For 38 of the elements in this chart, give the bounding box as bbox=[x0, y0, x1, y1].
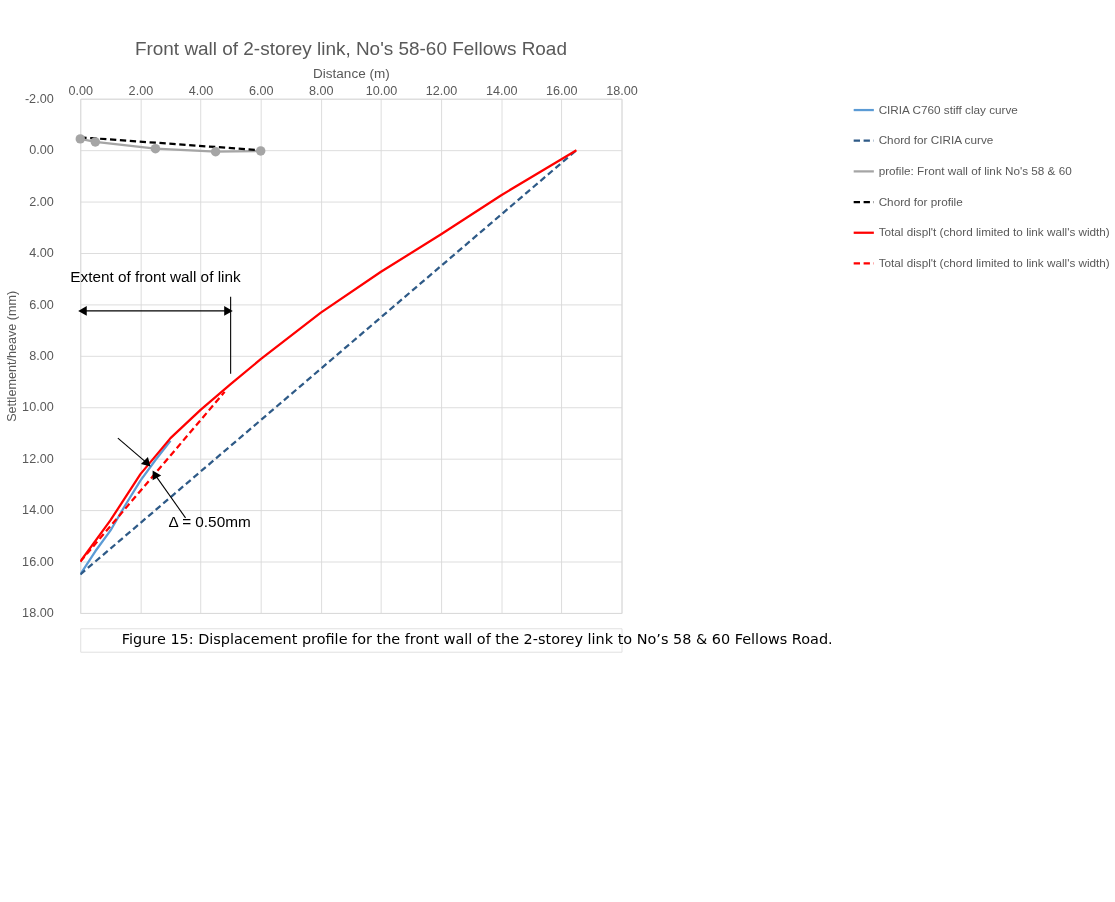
point bbox=[75, 134, 86, 144]
annotation: Extent of front wall of link bbox=[70, 267, 241, 285]
caption: Figure 15: Displacement profile for the front wall of the 2-storey link to No’s 58 & 60 Fellows Road. bbox=[121, 630, 833, 647]
legend-label: Chord for profile bbox=[878, 194, 963, 208]
y-tick-label: 8.00 bbox=[29, 348, 54, 363]
x-tick-label: 14.00 bbox=[485, 83, 518, 98]
y-tick-label: 10.00 bbox=[22, 400, 54, 415]
x-tick-label: 0.00 bbox=[68, 83, 94, 98]
y-tick-label: 0.00 bbox=[29, 143, 54, 158]
y-tick-label: 18.00 bbox=[22, 606, 54, 621]
legend-label: Total displ't (chord limited to link wall's width) bbox=[878, 256, 1110, 270]
legend-label: CIRIA C760 stiff clay curve bbox=[878, 102, 1018, 116]
x-tick-label: 12.00 bbox=[425, 83, 458, 98]
x-axis-title: Distance (m) bbox=[313, 66, 390, 82]
chart-title: Front wall of 2-storey link, No's 58-60 Fellows Road bbox=[134, 37, 567, 59]
y-tick-label: 16.00 bbox=[22, 554, 54, 569]
x-tick-label: 16.00 bbox=[546, 83, 578, 98]
point bbox=[210, 147, 221, 157]
x-tick-label: 6.00 bbox=[248, 83, 274, 98]
x-tick-label: 2.00 bbox=[128, 83, 154, 98]
x-tick-label: 18.00 bbox=[606, 83, 638, 98]
legend-label: profile: Front wall of link No's 58 & 60 bbox=[878, 164, 1073, 177]
x-tick-label: 10.00 bbox=[365, 83, 398, 98]
point bbox=[255, 146, 266, 156]
x-tick-label: 4.00 bbox=[188, 83, 214, 98]
point bbox=[90, 137, 101, 147]
point bbox=[150, 143, 161, 154]
y-tick-label: -2.00 bbox=[24, 91, 54, 106]
legend-label: Chord for CIRIA curve bbox=[878, 133, 994, 147]
x-tick-label: 8.00 bbox=[309, 83, 334, 98]
y-tick-label: 12.00 bbox=[22, 451, 54, 466]
y-axis-title: Settlement/heave (mm) bbox=[4, 290, 19, 422]
legend-label: Total displ't (chord limited to link wall's width) bbox=[878, 225, 1110, 239]
y-tick-label: 6.00 bbox=[29, 297, 54, 312]
y-tick-label: 14.00 bbox=[22, 503, 54, 518]
annotation: Δ = 0.50mm bbox=[168, 513, 251, 531]
y-tick-label: 2.00 bbox=[29, 194, 54, 209]
y-tick-label: 4.00 bbox=[29, 246, 54, 261]
